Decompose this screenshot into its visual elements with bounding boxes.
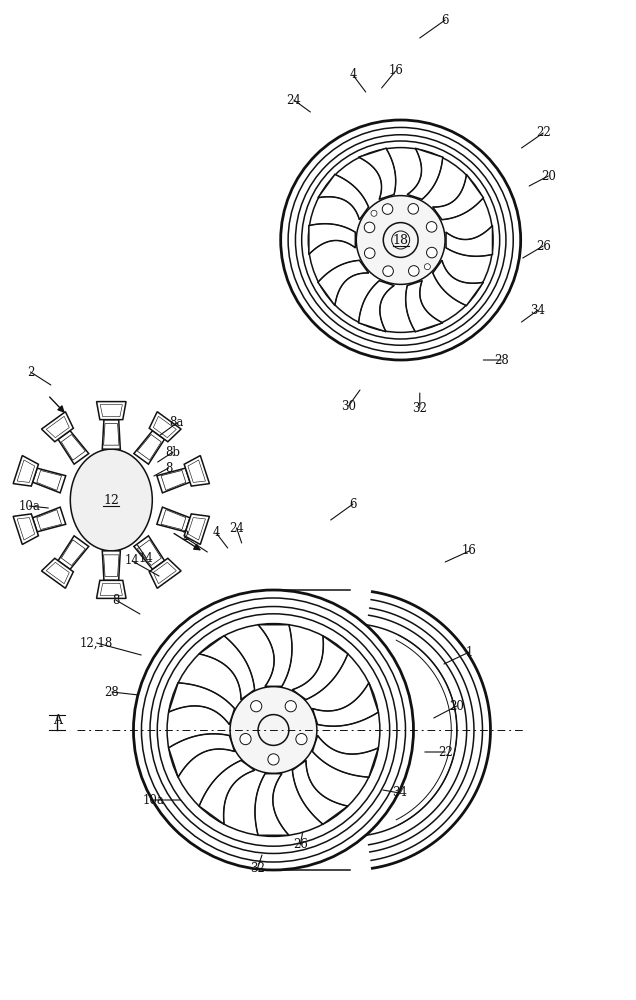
Polygon shape (32, 468, 66, 493)
Text: 6: 6 (349, 497, 357, 510)
Polygon shape (134, 431, 165, 464)
Circle shape (285, 701, 296, 712)
Polygon shape (157, 468, 190, 493)
Circle shape (364, 248, 375, 258)
Text: 34: 34 (392, 786, 407, 800)
Circle shape (424, 264, 431, 270)
Text: 12: 12 (104, 493, 119, 506)
Circle shape (268, 754, 279, 765)
Text: 4: 4 (349, 68, 357, 82)
Polygon shape (312, 736, 378, 777)
Polygon shape (157, 507, 190, 532)
Polygon shape (312, 683, 378, 726)
Text: 22: 22 (438, 746, 453, 758)
Polygon shape (199, 760, 254, 824)
Text: A: A (53, 714, 62, 726)
Polygon shape (32, 507, 66, 532)
Circle shape (371, 210, 377, 216)
Polygon shape (359, 281, 394, 332)
Polygon shape (293, 760, 348, 824)
Polygon shape (97, 402, 126, 420)
Text: 26: 26 (536, 239, 551, 252)
Polygon shape (318, 260, 369, 306)
Polygon shape (184, 456, 209, 486)
Polygon shape (13, 514, 38, 544)
Polygon shape (199, 636, 254, 700)
Text: 30: 30 (341, 399, 356, 412)
Polygon shape (432, 260, 483, 306)
Polygon shape (41, 558, 73, 588)
Ellipse shape (71, 449, 152, 551)
Text: 2: 2 (27, 365, 34, 378)
Text: 4: 4 (212, 526, 220, 540)
Polygon shape (318, 174, 369, 220)
Polygon shape (169, 683, 235, 724)
Text: 22: 22 (536, 126, 551, 139)
Text: 16: 16 (388, 64, 403, 78)
Circle shape (382, 204, 393, 214)
Polygon shape (258, 625, 292, 686)
Text: 10a: 10a (143, 794, 165, 806)
Circle shape (240, 733, 251, 745)
Circle shape (383, 266, 394, 276)
Polygon shape (359, 148, 396, 199)
Text: 8a: 8a (170, 416, 184, 430)
Circle shape (408, 204, 418, 214)
Text: 10a: 10a (18, 499, 40, 512)
Text: 14: 14 (139, 552, 154, 564)
Text: 1: 1 (466, 646, 473, 658)
Text: 20: 20 (541, 169, 556, 182)
Text: 2: 2 (181, 530, 188, 544)
Polygon shape (13, 456, 38, 486)
Circle shape (364, 222, 375, 233)
Text: 8: 8 (112, 593, 120, 606)
Text: 28: 28 (494, 354, 509, 366)
Text: 28: 28 (104, 686, 120, 698)
Polygon shape (58, 536, 88, 569)
Circle shape (426, 222, 437, 232)
Circle shape (356, 196, 445, 284)
Polygon shape (255, 774, 289, 835)
Text: 8: 8 (165, 462, 172, 475)
Circle shape (408, 266, 419, 276)
Text: 18: 18 (392, 233, 409, 246)
Text: 14: 14 (125, 554, 140, 568)
Polygon shape (446, 226, 492, 256)
Polygon shape (309, 224, 356, 254)
Polygon shape (97, 580, 126, 598)
Text: 20: 20 (449, 700, 464, 712)
Text: 16: 16 (462, 544, 477, 558)
Circle shape (427, 247, 437, 258)
Polygon shape (169, 734, 235, 777)
Polygon shape (102, 420, 120, 449)
Polygon shape (149, 412, 181, 442)
Polygon shape (184, 514, 209, 544)
Polygon shape (407, 148, 443, 199)
Polygon shape (41, 412, 73, 442)
Polygon shape (406, 281, 443, 332)
Text: 6: 6 (441, 13, 449, 26)
Text: 24: 24 (286, 94, 301, 106)
Polygon shape (102, 551, 120, 580)
Circle shape (296, 733, 307, 745)
Polygon shape (134, 536, 165, 569)
Text: 32: 32 (412, 401, 427, 414)
Polygon shape (432, 174, 483, 220)
Polygon shape (149, 558, 181, 588)
Text: 34: 34 (530, 304, 546, 316)
Polygon shape (293, 636, 348, 700)
Text: 26: 26 (293, 838, 308, 852)
Circle shape (251, 701, 262, 712)
Polygon shape (58, 431, 88, 464)
Text: 12,18: 12,18 (80, 637, 113, 650)
Circle shape (230, 687, 317, 773)
Text: 24: 24 (229, 522, 244, 534)
Text: 8b: 8b (165, 446, 181, 458)
Text: 32: 32 (250, 861, 265, 874)
